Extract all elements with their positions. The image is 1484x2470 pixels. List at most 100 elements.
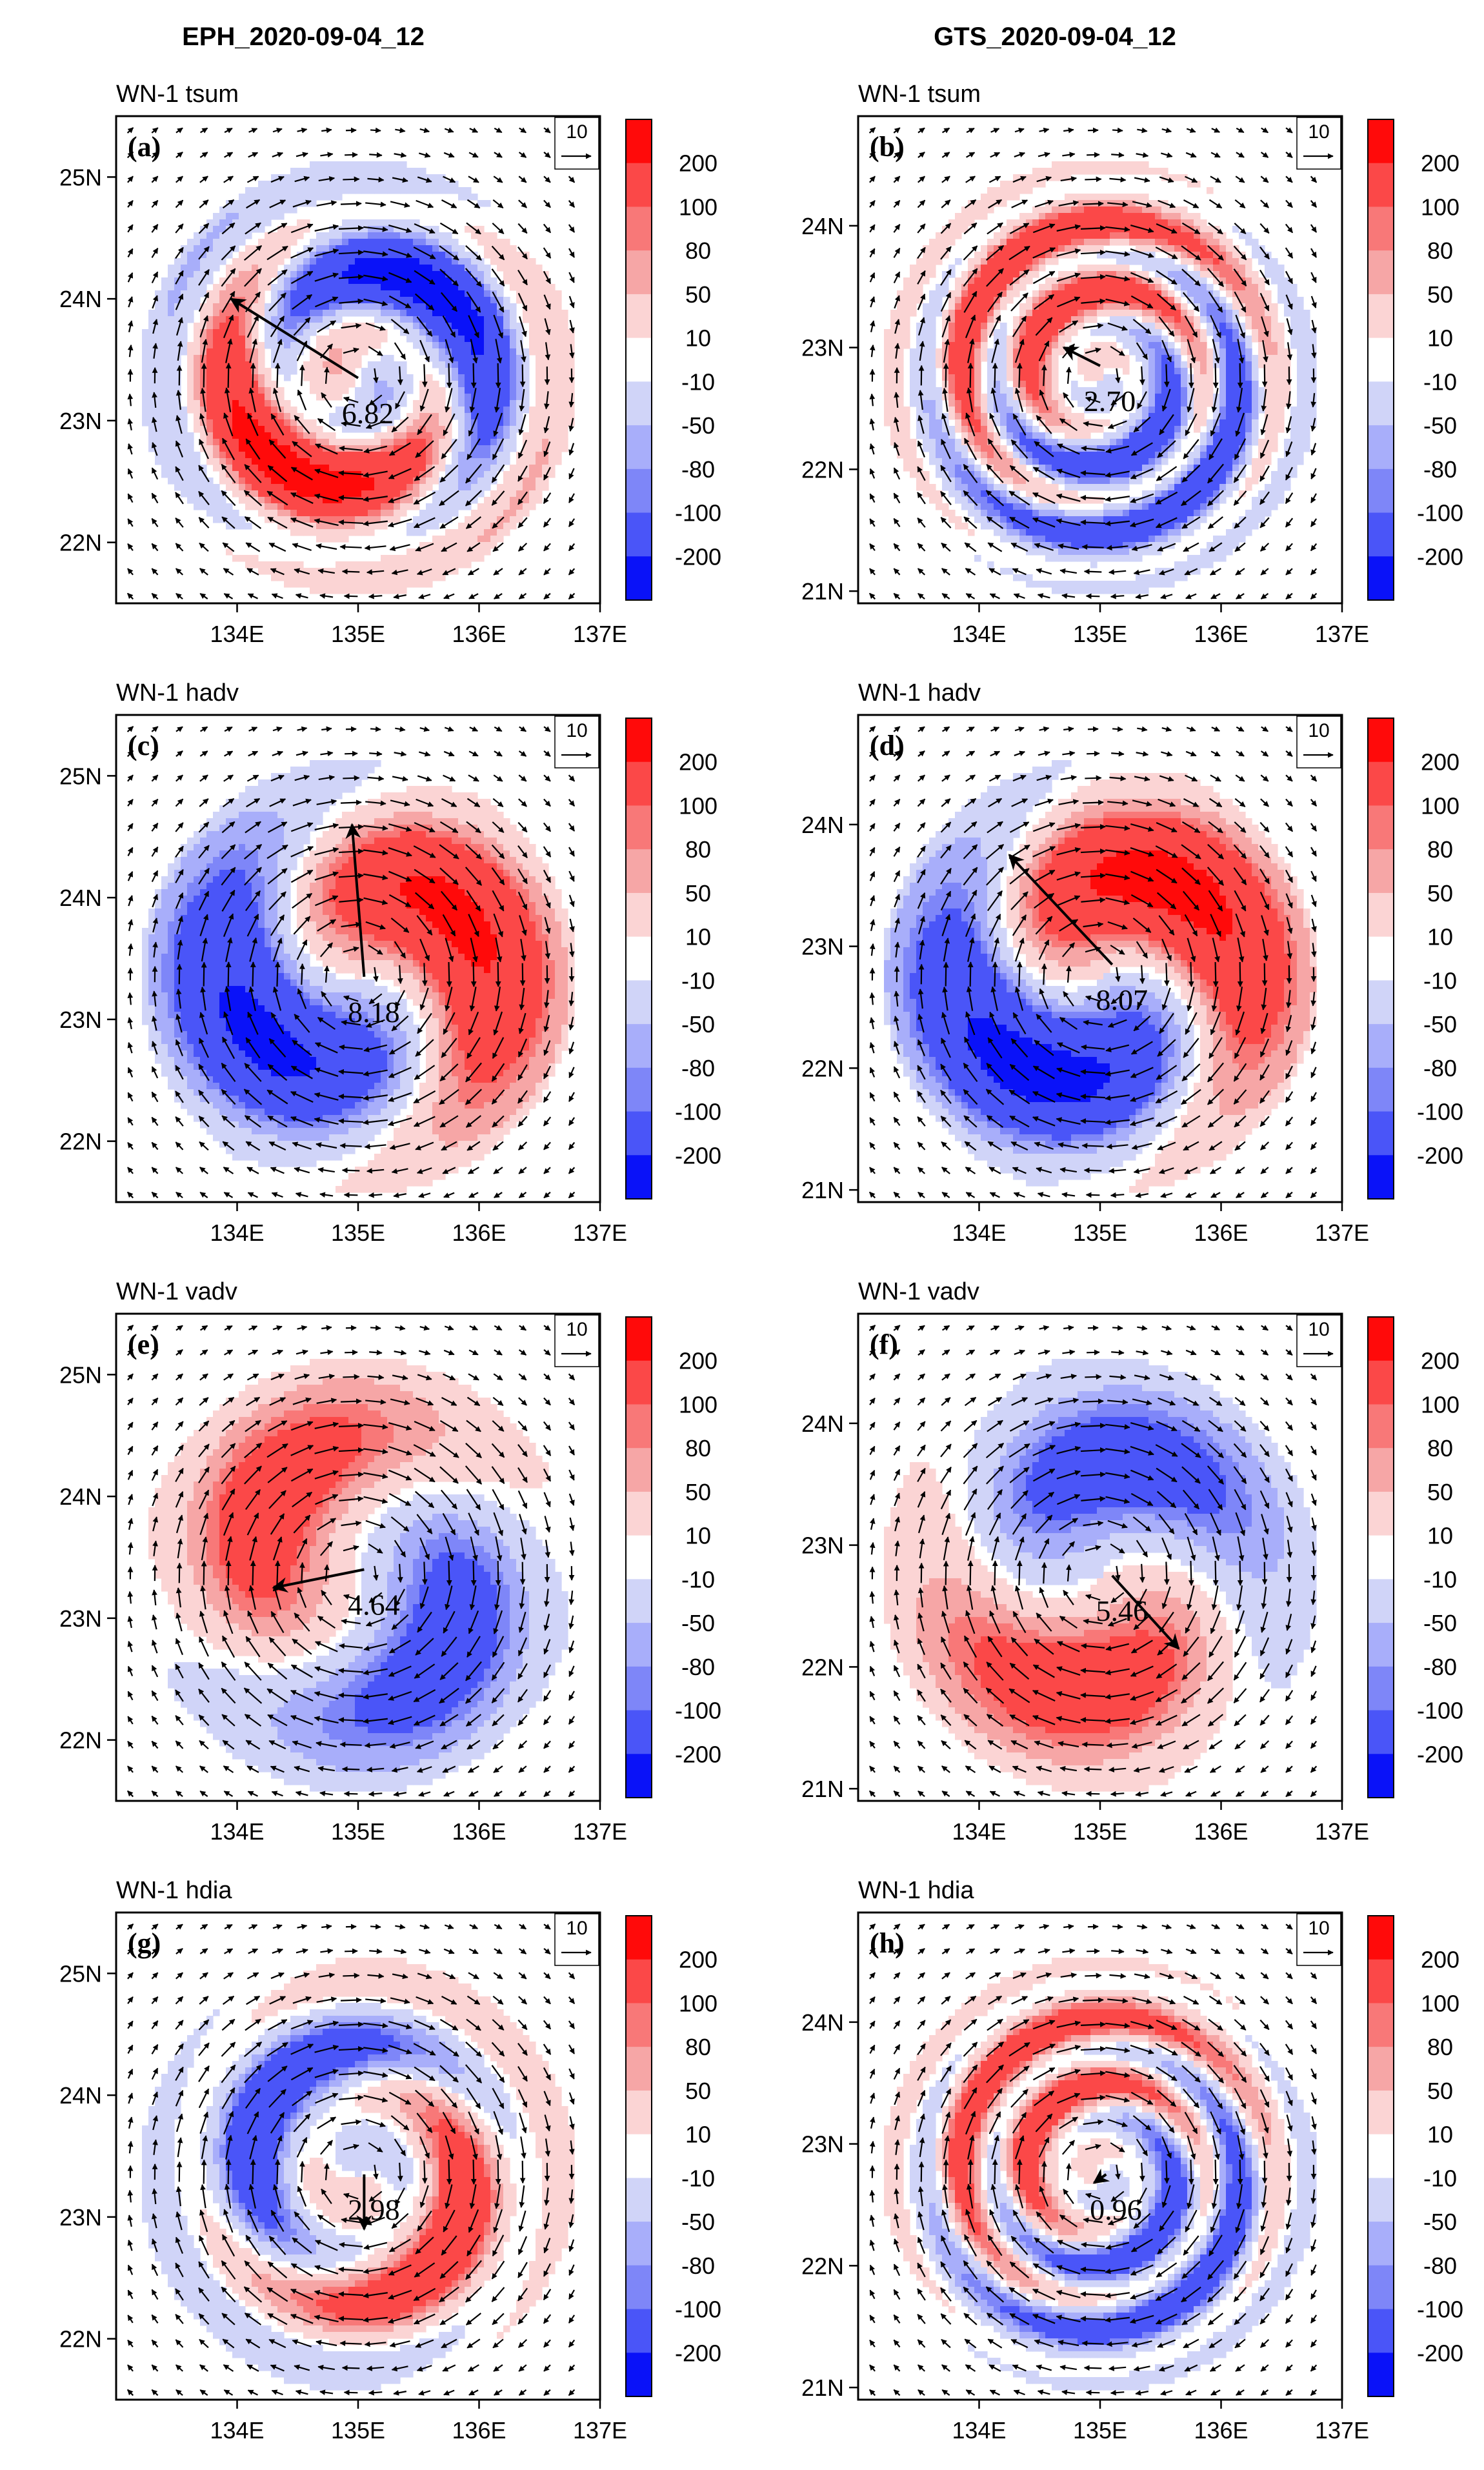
colorbar-label: 100 xyxy=(1421,1990,1459,2016)
wind-vector xyxy=(468,176,479,183)
colorbar-label: 80 xyxy=(1427,1435,1453,1461)
wind-vector xyxy=(394,152,407,158)
colorbar-segment xyxy=(626,2178,652,2222)
wind-vector xyxy=(415,440,434,458)
wind-vector xyxy=(518,593,527,599)
panel-title: WN-1 hdia xyxy=(116,1877,232,1904)
colorbar-segment xyxy=(1368,512,1394,557)
wind-vector xyxy=(446,363,452,388)
panel-e: WN-1 vadv 10 4.64 (e) 134E 135E 136E 137E 25N 24N… xyxy=(59,1278,721,1845)
wind-vector xyxy=(127,224,134,233)
colorbar-segment xyxy=(626,163,652,207)
wind-vector xyxy=(869,224,876,233)
wind-vector xyxy=(340,799,362,806)
wind-vector xyxy=(543,176,551,183)
wind-vector xyxy=(250,2159,256,2185)
wind-vector xyxy=(568,518,576,527)
wind-vector xyxy=(388,493,412,503)
colorbar-label: -50 xyxy=(681,2209,715,2235)
wind-vector xyxy=(175,415,183,434)
wind-vector xyxy=(198,517,210,528)
wind-vector xyxy=(127,200,134,208)
colorbar-segment xyxy=(1368,1710,1394,1754)
wind-vector xyxy=(314,493,339,502)
colorbar-label: 200 xyxy=(679,749,717,776)
wind-vector xyxy=(222,542,235,552)
x-tick-label: 135E xyxy=(331,1818,385,1845)
wind-vector xyxy=(363,445,388,454)
wind-vector xyxy=(321,392,332,408)
magnitude-label: 4.64 xyxy=(348,1588,400,1621)
colorbar-segment xyxy=(1368,805,1394,850)
wind-vector xyxy=(243,245,263,261)
wind-vector xyxy=(245,542,261,552)
wind-vector xyxy=(1058,200,1079,206)
colorbar-segment xyxy=(1368,718,1394,763)
wind-vector xyxy=(917,127,925,134)
wind-vector xyxy=(414,223,436,234)
wind-vector xyxy=(201,339,208,363)
y-tick-label: 22N xyxy=(59,530,102,556)
reference-value: 10 xyxy=(1308,121,1329,143)
colorbar-label: -50 xyxy=(681,1610,715,1636)
wind-vector xyxy=(1087,1349,1100,1356)
colorbar-label: 10 xyxy=(1427,2122,1453,2148)
wind-vector xyxy=(339,1742,362,1748)
x-tick-label: 136E xyxy=(1194,2417,1248,2444)
x-tick-label: 135E xyxy=(1073,2417,1127,2444)
colorbar-segment xyxy=(1368,163,1394,207)
wind-vector xyxy=(127,543,134,551)
x-tick-label: 134E xyxy=(210,1220,264,1246)
wind-vector xyxy=(221,437,236,461)
x-tick-label: 135E xyxy=(1073,621,1127,647)
column-title-eph: EPH_2020-09-04_12 xyxy=(182,23,425,51)
panel-a: WN-1 tsum 10 6.82 (a) 134E 135E 136E 137E 25N 24N… xyxy=(59,81,721,647)
colorbar-segment xyxy=(1368,761,1394,806)
wind-vector xyxy=(267,516,288,529)
y-tick-label: 23N xyxy=(801,335,844,361)
colorbar-label: -10 xyxy=(681,967,715,994)
y-tick-label: 24N xyxy=(801,2009,844,2036)
colorbar-label: -100 xyxy=(675,1698,721,1724)
colorbar-label: -200 xyxy=(1417,1142,1463,1169)
wind-vector xyxy=(440,292,458,312)
wind-vector xyxy=(225,338,233,363)
wind-vector xyxy=(1261,127,1269,134)
wind-vector xyxy=(127,518,134,527)
x-tick-label: 137E xyxy=(573,621,627,647)
wind-vector xyxy=(445,388,453,413)
wind-vector xyxy=(198,465,210,483)
wind-vector xyxy=(421,1561,428,1585)
colorbar-label: -10 xyxy=(681,1566,715,1592)
wind-vector xyxy=(1107,201,1128,208)
wind-vector xyxy=(967,363,974,388)
wind-vector xyxy=(272,339,283,363)
wind-vector xyxy=(151,568,159,576)
wind-vector xyxy=(543,568,551,576)
x-tick-label: 137E xyxy=(1315,1220,1369,1246)
colorbar-segment xyxy=(1368,1404,1394,1449)
colorbar-label: 10 xyxy=(685,2122,711,2148)
colorbar-segment xyxy=(1368,1155,1394,1200)
wind-vector xyxy=(290,467,313,481)
wind-vector xyxy=(446,2159,452,2185)
wind-vector xyxy=(338,470,364,476)
wind-vector xyxy=(413,517,436,528)
wind-vector xyxy=(413,246,436,259)
wind-vector xyxy=(151,176,159,183)
wind-vector xyxy=(370,726,381,732)
panel-label: (c) xyxy=(128,730,159,761)
panel-d: WN-1 hadv 10 8.07 (d) 134E 135E 136E 137E 24N 23N… xyxy=(801,679,1463,1246)
wind-vector xyxy=(175,223,184,234)
wind-vector xyxy=(417,414,432,436)
wind-vector xyxy=(321,127,332,134)
wind-vector xyxy=(224,127,233,134)
colorbar-label: 80 xyxy=(685,836,711,863)
wind-vector xyxy=(520,340,526,363)
wind-vector xyxy=(316,543,337,550)
panel-label: (e) xyxy=(128,1329,159,1360)
panel-title: WN-1 vadv xyxy=(116,1278,237,1305)
wind-vector xyxy=(299,364,305,387)
wind-vector xyxy=(419,127,430,134)
x-tick-label: 135E xyxy=(1073,1220,1127,1246)
